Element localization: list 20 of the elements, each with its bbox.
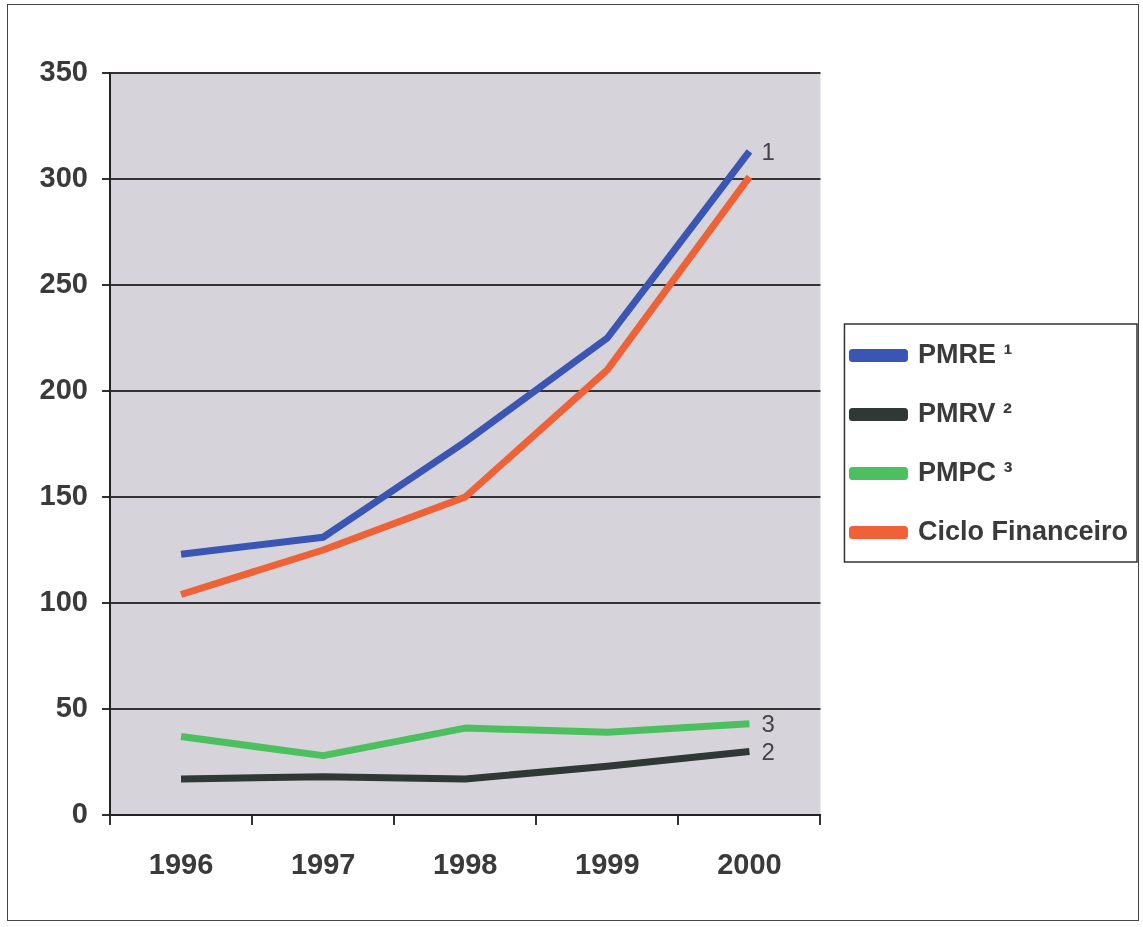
y-tick-label: 350	[39, 55, 88, 87]
annotation: 3	[761, 710, 775, 738]
x-tick-label: 1999	[575, 848, 640, 881]
legend-label: PMPC ³	[917, 456, 1013, 487]
y-tick-label: 50	[55, 691, 88, 723]
x-tick-label: 1997	[290, 848, 356, 881]
y-tick-label: 250	[39, 267, 88, 299]
y-tick-label: 150	[39, 479, 88, 511]
legend-label: Ciclo Financeiro	[917, 515, 1129, 546]
y-tick-label: 200	[39, 373, 88, 405]
annotation: 1	[761, 138, 775, 166]
legend-label: PMRV ²	[917, 397, 1012, 428]
x-tick-label: 1998	[432, 848, 498, 881]
annotation: 2	[761, 738, 775, 766]
y-tick-label: 100	[39, 585, 88, 617]
y-tick-label: 0	[71, 797, 88, 829]
x-tick-label: 2000	[717, 848, 782, 881]
y-tick-label: 300	[39, 161, 88, 193]
x-tick-label: 1996	[148, 848, 214, 881]
legend-label: PMRE ¹	[917, 338, 1013, 369]
